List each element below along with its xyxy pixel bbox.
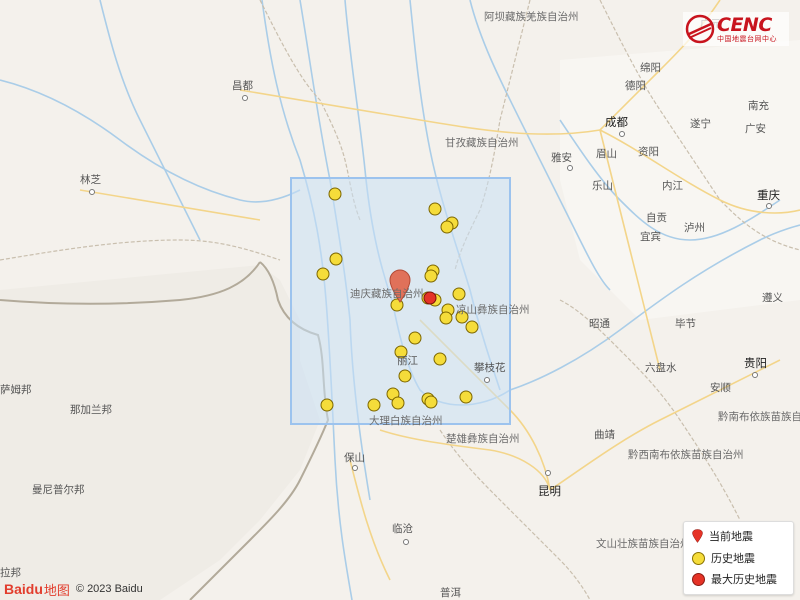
baidu-attribution: Baidu 地图 © 2023 Baidu bbox=[4, 580, 143, 598]
legend-history-label: 历史地震 bbox=[711, 552, 755, 565]
baidu-logo: Baidu bbox=[4, 581, 43, 597]
legend-history: 历史地震 bbox=[692, 549, 755, 567]
current-quake-marker[interactable] bbox=[389, 269, 411, 303]
foreign-territory bbox=[0, 265, 320, 600]
history-quake[interactable] bbox=[452, 287, 466, 301]
cenc-logo-subtitle: 中国地震台网中心 bbox=[717, 35, 777, 43]
legend-max-history-label: 最大历史地震 bbox=[711, 573, 777, 586]
legend-current-label: 当前地震 bbox=[709, 530, 753, 543]
history-quake[interactable] bbox=[465, 320, 479, 334]
legend: 当前地震 历史地震 最大历史地震 bbox=[683, 521, 794, 595]
history-quake[interactable] bbox=[367, 398, 381, 412]
cenc-logo-text: CENC bbox=[717, 14, 772, 36]
national-border-west bbox=[0, 261, 261, 305]
history-quake[interactable] bbox=[459, 390, 473, 404]
history-quake[interactable] bbox=[320, 398, 334, 412]
history-quake[interactable] bbox=[433, 352, 447, 366]
history-quake[interactable] bbox=[424, 395, 438, 409]
history-quake-icon bbox=[692, 551, 705, 565]
cenc-logo bbox=[683, 12, 789, 46]
history-quake[interactable] bbox=[391, 396, 405, 410]
history-quake[interactable] bbox=[316, 267, 330, 281]
max-history-quake[interactable] bbox=[423, 291, 437, 305]
history-quake[interactable] bbox=[328, 187, 342, 201]
legend-max-history: 最大历史地震 bbox=[692, 570, 777, 588]
current-quake-pin-icon bbox=[692, 529, 703, 543]
roads bbox=[79, 0, 800, 581]
baidu-map-word: 地图 bbox=[43, 582, 70, 598]
history-quake[interactable] bbox=[394, 345, 408, 359]
history-quake[interactable] bbox=[408, 331, 422, 345]
max-history-quake-icon bbox=[692, 572, 705, 586]
history-quake[interactable] bbox=[428, 202, 442, 216]
history-quake[interactable] bbox=[398, 369, 412, 383]
history-quake[interactable] bbox=[439, 311, 453, 325]
legend-current: 当前地震 bbox=[692, 527, 753, 545]
baidu-copyright: © 2023 Baidu bbox=[75, 583, 143, 595]
history-quake[interactable] bbox=[424, 269, 438, 283]
history-quake[interactable] bbox=[440, 220, 454, 234]
history-quake[interactable] bbox=[455, 310, 469, 324]
history-quake[interactable] bbox=[329, 252, 343, 266]
